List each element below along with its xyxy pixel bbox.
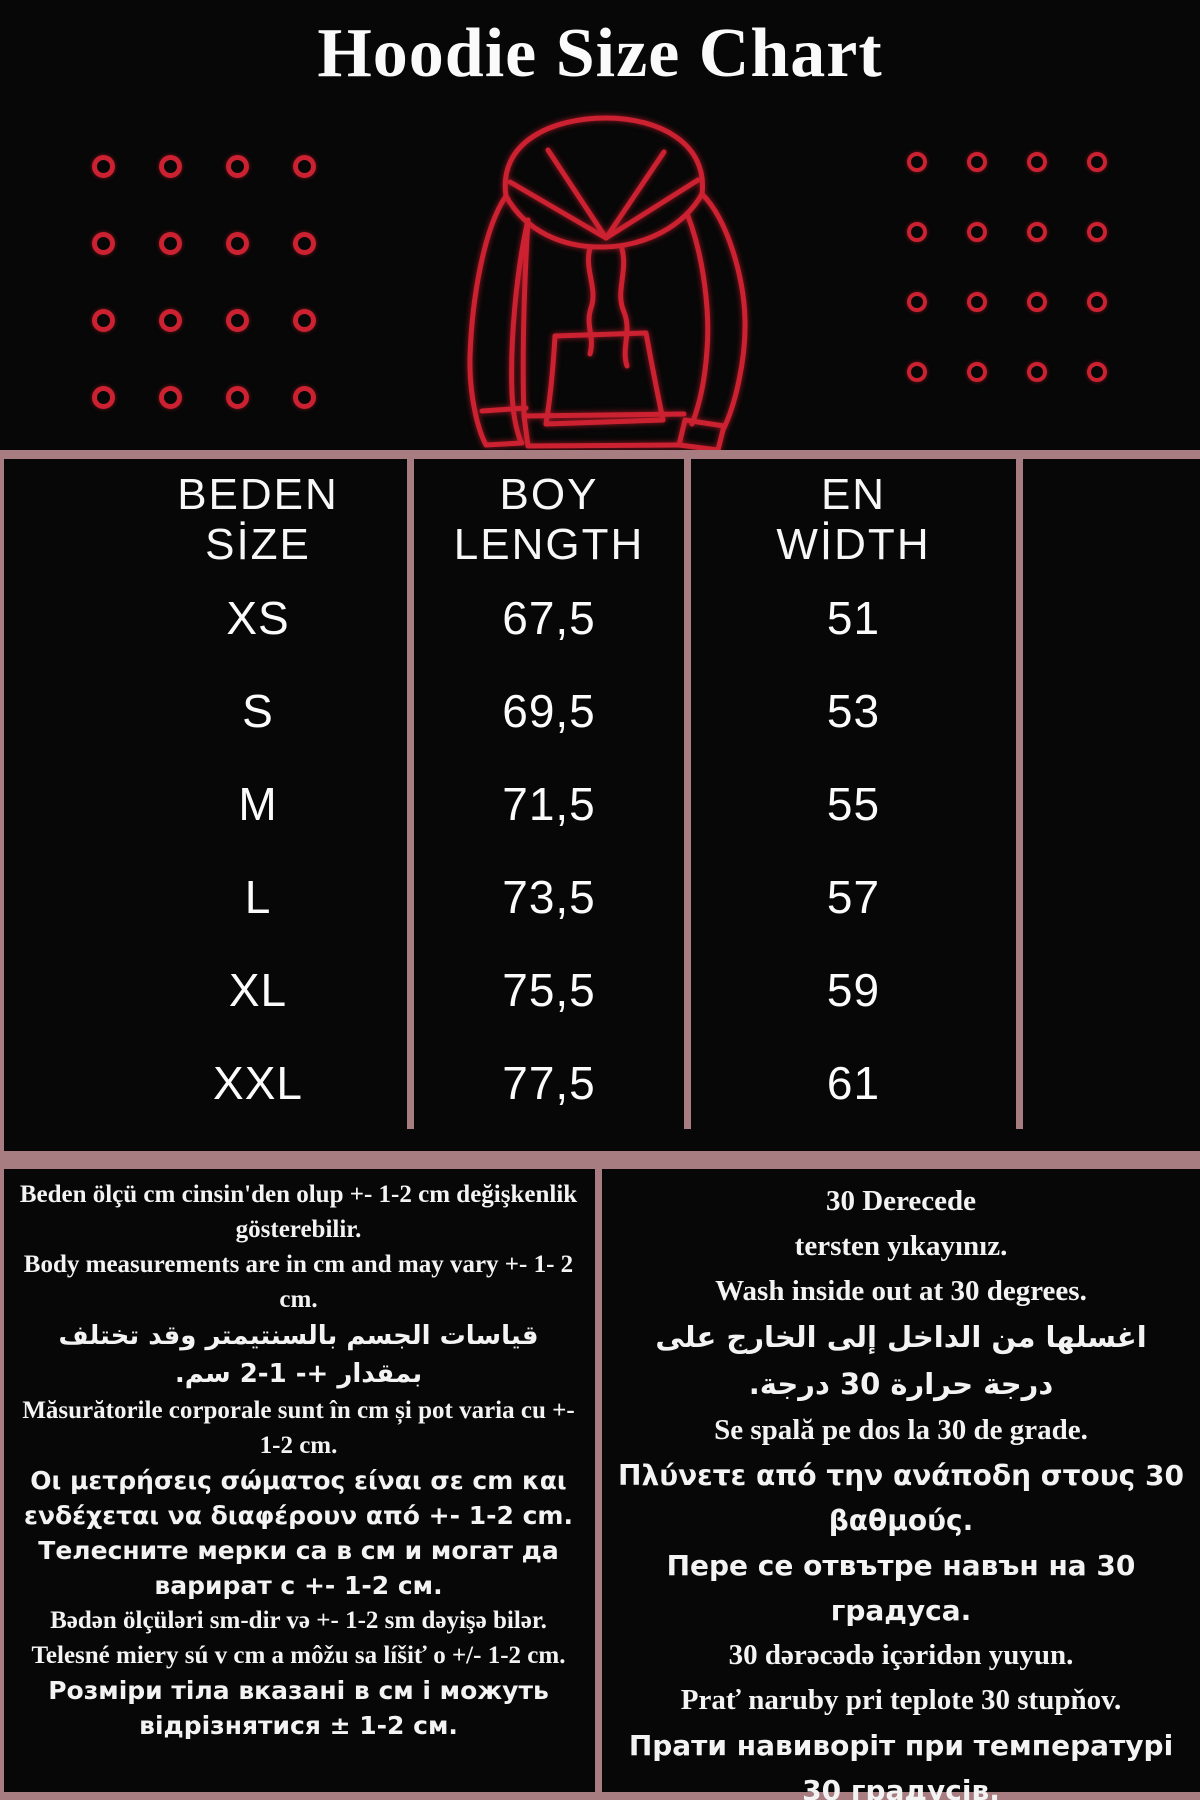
- care-notes-section: Beden ölçü cm cinsin'den olup +- 1-2 cm …: [0, 1160, 1200, 1800]
- width-cell: 53: [691, 664, 1023, 757]
- empty-cell: [1023, 943, 1200, 1036]
- size-cell: S: [4, 664, 414, 757]
- hoodie-outline-icon: [467, 115, 748, 453]
- red-ring-dot-icon: [159, 232, 182, 255]
- size-cell: XS: [4, 571, 414, 664]
- column-header-size: BEDEN SİZE: [4, 459, 414, 571]
- red-ring-dot-icon: [907, 292, 927, 312]
- red-ring-dot-icon: [1027, 362, 1047, 382]
- column-header-width: EN WİDTH: [691, 459, 1023, 571]
- width-cell: 57: [691, 850, 1023, 943]
- red-ring-dot-icon: [293, 155, 316, 178]
- empty-cell: [1023, 664, 1200, 757]
- red-ring-dot-icon: [907, 152, 927, 172]
- header-size-line1: BEDEN: [177, 470, 339, 519]
- empty-cell: [1023, 571, 1200, 664]
- red-ring-dot-icon: [293, 232, 316, 255]
- column-header-empty: [1023, 459, 1200, 571]
- length-cell: 69,5: [414, 664, 691, 757]
- red-ring-dot-icon: [293, 386, 316, 409]
- red-ring-dot-icon: [967, 152, 987, 172]
- size-cell: M: [4, 757, 414, 850]
- empty-cell: [1023, 757, 1200, 850]
- red-ring-dot-icon: [1087, 292, 1107, 312]
- width-cell: 51: [691, 571, 1023, 664]
- length-cell: 75,5: [414, 943, 691, 1036]
- width-cell: 61: [691, 1036, 1023, 1129]
- red-ring-dot-icon: [226, 309, 249, 332]
- care-note-line: قياسات الجسم بالسنتيمتر وقد تختلف بمقدار…: [58, 1321, 539, 1389]
- width-cell: 59: [691, 943, 1023, 1036]
- red-ring-dot-icon: [1087, 152, 1107, 172]
- red-ring-dot-icon: [1087, 362, 1107, 382]
- care-note-line: Πλύνετε από την ανάποδη στους 30 βαθμούς…: [618, 1459, 1184, 1537]
- care-note-line: 30 Derecede: [825, 1185, 977, 1217]
- care-note-line: Prať naruby pri teplote 30 stupňov.: [680, 1684, 1122, 1716]
- length-cell: 77,5: [414, 1036, 691, 1129]
- header-size-line2: SİZE: [205, 520, 311, 569]
- red-ring-dot-icon: [159, 155, 182, 178]
- red-ring-dot-icon: [92, 386, 115, 409]
- wash-notes: 30 Derecede tersten yıkayınız. Wash inside…: [602, 1169, 1200, 1800]
- red-ring-dot-icon: [159, 386, 182, 409]
- header-width-line1: EN: [820, 470, 887, 519]
- red-ring-dot-icon: [907, 222, 927, 242]
- dot-grid-right: [907, 152, 1107, 382]
- care-note-line: 30 dərəcədə içəridən yuyun.: [728, 1639, 1074, 1671]
- red-ring-dot-icon: [1027, 152, 1047, 172]
- empty-cell: [1023, 850, 1200, 943]
- care-note-line: Прати навиворіт при температурі 30 граду…: [628, 1729, 1174, 1800]
- care-note-line: Body measurements are in cm and may vary…: [23, 1251, 574, 1313]
- red-ring-dot-icon: [1087, 222, 1107, 242]
- header-length-line1: BOY: [499, 470, 599, 519]
- red-ring-dot-icon: [1027, 222, 1047, 242]
- red-ring-dot-icon: [92, 309, 115, 332]
- care-note-line: Wash inside out at 30 degrees.: [715, 1275, 1087, 1307]
- care-note-line: Телесните мерки са в см и могат да варир…: [38, 1536, 559, 1600]
- page-title: Hoodie Size Chart: [317, 15, 883, 92]
- care-note-line: Telesné miery sú v cm a môžu sa líšiť o …: [31, 1642, 566, 1669]
- red-ring-dot-icon: [92, 155, 115, 178]
- width-cell: 55: [691, 757, 1023, 850]
- red-ring-dot-icon: [226, 386, 249, 409]
- red-ring-dot-icon: [226, 232, 249, 255]
- size-cell: XXL: [4, 1036, 414, 1129]
- red-ring-dot-icon: [159, 309, 182, 332]
- red-ring-dot-icon: [1027, 292, 1047, 312]
- care-note-line: Beden ölçü cm cinsin'den olup +- 1-2 cm …: [19, 1181, 578, 1243]
- care-note-line: Se spală pe dos la 30 de grade.: [714, 1414, 1088, 1446]
- care-note-line: Пере се отвътре навън на 30 градуса.: [666, 1549, 1136, 1627]
- care-note-line: Bədən ölçüləri sm-dir və +- 1-2 sm dəyiş…: [50, 1607, 547, 1634]
- size-cell: XL: [4, 943, 414, 1036]
- red-ring-dot-icon: [92, 232, 115, 255]
- length-cell: 67,5: [414, 571, 691, 664]
- red-ring-dot-icon: [967, 222, 987, 242]
- red-ring-dot-icon: [226, 155, 249, 178]
- red-ring-dot-icon: [967, 362, 987, 382]
- red-ring-dot-icon: [967, 292, 987, 312]
- care-note-line: اغسلها من الداخل إلى الخارج على درجة حرا…: [655, 1320, 1147, 1401]
- care-note-line: tersten yıkayınız.: [794, 1230, 1008, 1262]
- measurement-notes: Beden ölçü cm cinsin'den olup +- 1-2 cm …: [4, 1169, 602, 1792]
- dot-grid-left: [92, 155, 316, 409]
- red-ring-dot-icon: [293, 309, 316, 332]
- length-cell: 73,5: [414, 850, 691, 943]
- care-note-line: Măsurătorile corporale sunt în cm și pot…: [22, 1397, 575, 1459]
- column-header-length: BOY LENGTH: [414, 459, 691, 571]
- care-note-line: Розміри тіла вказані в см і можуть відрі…: [48, 1676, 549, 1740]
- size-table: BEDEN SİZE BOY LENGTH EN WİDTH XS 67,5 51 S…: [0, 450, 1200, 1160]
- header-length-line2: LENGTH: [453, 520, 645, 569]
- header-width-line2: WİDTH: [776, 520, 931, 569]
- red-ring-dot-icon: [907, 362, 927, 382]
- care-note-line: Οι μετρήσεις σώματος είναι σε cm και ενδ…: [24, 1466, 573, 1530]
- length-cell: 71,5: [414, 757, 691, 850]
- empty-cell: [1023, 1036, 1200, 1129]
- size-cell: L: [4, 850, 414, 943]
